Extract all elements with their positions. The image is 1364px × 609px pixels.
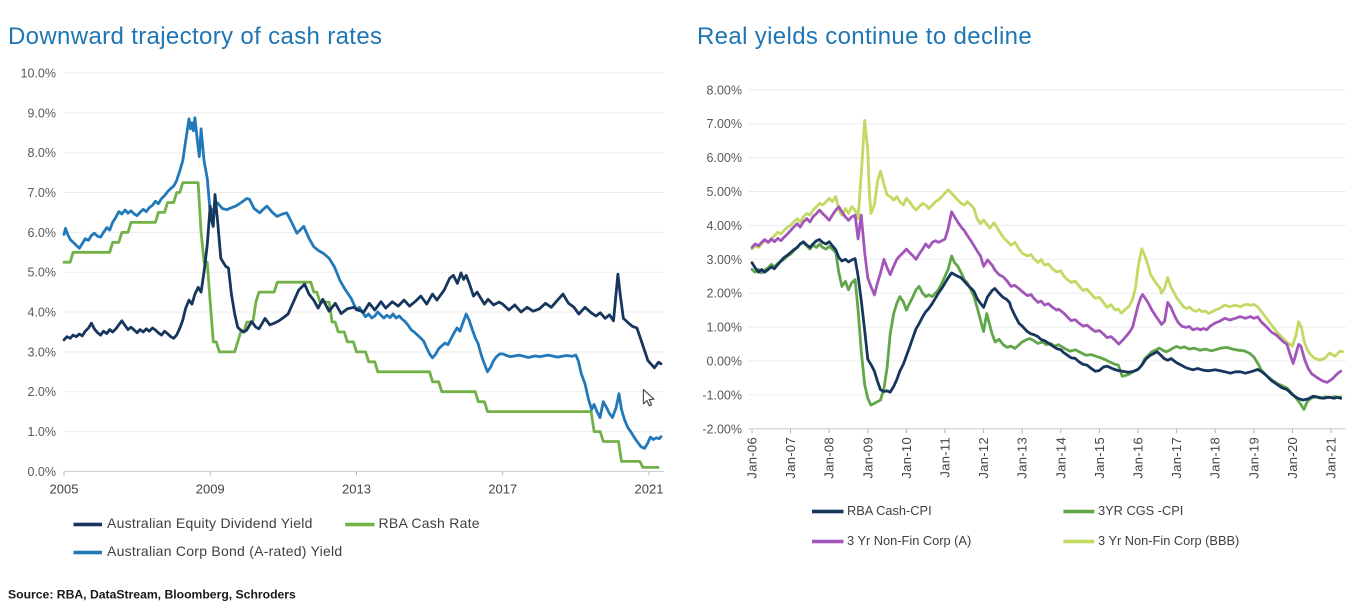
svg-text:7.00%: 7.00% <box>707 117 742 131</box>
svg-text:2.0%: 2.0% <box>28 385 57 399</box>
svg-text:Jan-18: Jan-18 <box>1208 437 1223 479</box>
svg-text:-1.00%: -1.00% <box>702 388 742 402</box>
svg-text:4.0%: 4.0% <box>28 306 57 320</box>
svg-text:RBA Cash-CPI: RBA Cash-CPI <box>847 503 932 518</box>
svg-text:Jan-12: Jan-12 <box>976 437 991 479</box>
svg-text:Australian Equity Dividend Yie: Australian Equity Dividend Yield <box>107 515 313 531</box>
svg-text:RBA Cash Rate: RBA Cash Rate <box>379 515 480 531</box>
svg-text:10.0%: 10.0% <box>21 67 56 81</box>
svg-text:Jan-10: Jan-10 <box>899 437 914 479</box>
svg-text:Source: RBA, DataStream, Bloom: Source: RBA, DataStream, Bloomberg, Schr… <box>8 588 296 602</box>
svg-text:2013: 2013 <box>342 482 371 497</box>
svg-text:Jan-06: Jan-06 <box>745 437 760 479</box>
svg-text:Downward trajectory of cash ra: Downward trajectory of cash rates <box>8 23 382 50</box>
svg-text:7.0%: 7.0% <box>28 186 57 200</box>
svg-text:9.0%: 9.0% <box>28 106 57 120</box>
svg-text:0.00%: 0.00% <box>707 355 742 369</box>
svg-text:Jan-11: Jan-11 <box>938 437 953 478</box>
svg-text:Jan-14: Jan-14 <box>1053 437 1068 479</box>
svg-text:3.0%: 3.0% <box>28 345 57 359</box>
svg-text:1.00%: 1.00% <box>707 321 742 335</box>
svg-text:5.0%: 5.0% <box>28 266 57 280</box>
svg-text:2005: 2005 <box>50 482 79 497</box>
svg-text:3 Yr Non-Fin Corp (A): 3 Yr Non-Fin Corp (A) <box>847 533 971 548</box>
svg-text:3 Yr Non-Fin Corp (BBB): 3 Yr Non-Fin Corp (BBB) <box>1098 533 1239 548</box>
svg-text:1.0%: 1.0% <box>28 425 57 439</box>
svg-text:6.0%: 6.0% <box>28 226 57 240</box>
svg-text:2017: 2017 <box>488 482 517 497</box>
svg-text:8.00%: 8.00% <box>707 83 742 97</box>
svg-text:0.0%: 0.0% <box>28 465 57 479</box>
svg-text:2021: 2021 <box>635 482 664 497</box>
svg-text:Jan-20: Jan-20 <box>1285 437 1300 479</box>
svg-text:Real yields continue to declin: Real yields continue to decline <box>697 23 1032 50</box>
svg-text:Jan-16: Jan-16 <box>1131 437 1146 479</box>
svg-text:6.00%: 6.00% <box>707 151 742 165</box>
svg-text:Jan-08: Jan-08 <box>822 437 837 479</box>
svg-text:Jan-17: Jan-17 <box>1169 437 1184 479</box>
svg-text:Australian Corp Bond (A-rated): Australian Corp Bond (A-rated) Yield <box>107 543 342 559</box>
svg-text:Jan-19: Jan-19 <box>1246 437 1261 479</box>
svg-text:-2.00%: -2.00% <box>702 422 742 436</box>
svg-text:Jan-07: Jan-07 <box>783 437 798 479</box>
svg-text:5.00%: 5.00% <box>707 185 742 199</box>
svg-text:2.00%: 2.00% <box>707 287 742 301</box>
svg-text:3YR CGS -CPI: 3YR CGS -CPI <box>1098 503 1183 518</box>
svg-text:3.00%: 3.00% <box>707 253 742 267</box>
svg-text:2009: 2009 <box>196 482 225 497</box>
svg-text:Jan-21: Jan-21 <box>1324 437 1339 479</box>
svg-text:Jan-09: Jan-09 <box>860 437 875 479</box>
svg-text:4.00%: 4.00% <box>707 219 742 233</box>
svg-text:Jan-15: Jan-15 <box>1092 437 1107 479</box>
svg-text:8.0%: 8.0% <box>28 146 57 160</box>
svg-text:Jan-13: Jan-13 <box>1015 437 1030 479</box>
